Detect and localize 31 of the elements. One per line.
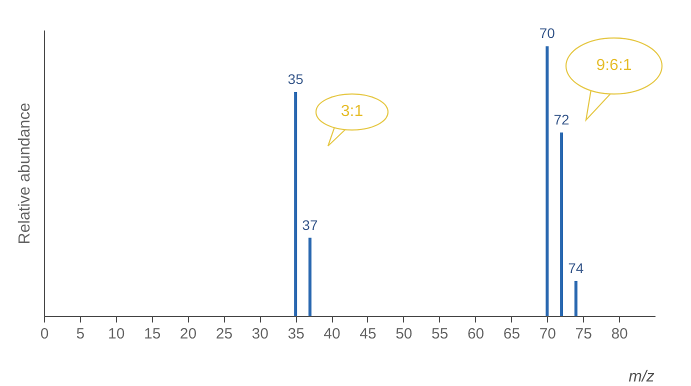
x-tick-label: 5 — [76, 326, 85, 342]
x-axis-title: m/z — [628, 368, 654, 386]
annotation: 35 — [288, 71, 304, 88]
x-tick-label: 65 — [503, 326, 520, 342]
x-tick-label: 45 — [360, 326, 376, 342]
annotation: 3:1 — [340, 103, 364, 121]
x-tick-label: 55 — [432, 326, 448, 342]
x-tick-label: 20 — [180, 326, 197, 342]
x-tick-label: 80 — [611, 326, 628, 342]
x-tick-label: 10 — [108, 326, 125, 342]
annotation: 72 — [554, 112, 570, 128]
annotation: 9:6:1 — [595, 57, 633, 75]
x-tick-label: 30 — [252, 326, 268, 342]
bar — [308, 238, 312, 316]
x-tick-label: 75 — [575, 326, 592, 342]
bar — [574, 280, 578, 316]
x-tick-label: 70 — [539, 326, 556, 342]
bar — [560, 132, 564, 316]
x-tick-label: 15 — [144, 326, 161, 342]
x-tick-label: 25 — [216, 326, 233, 342]
annotation: 74 — [568, 260, 584, 276]
annotation: 37 — [302, 216, 318, 233]
bar — [546, 46, 549, 316]
annotation: 70 — [539, 25, 556, 42]
x-tick-label: 40 — [324, 326, 340, 342]
x-tick-label: 50 — [396, 326, 412, 342]
y-axis-title: Relative abundance — [16, 102, 34, 244]
x-tick-label: 35 — [288, 326, 304, 342]
x-tick-label: 0 — [40, 326, 49, 342]
bar — [294, 92, 298, 316]
x-tick-label: 60 — [467, 326, 484, 342]
